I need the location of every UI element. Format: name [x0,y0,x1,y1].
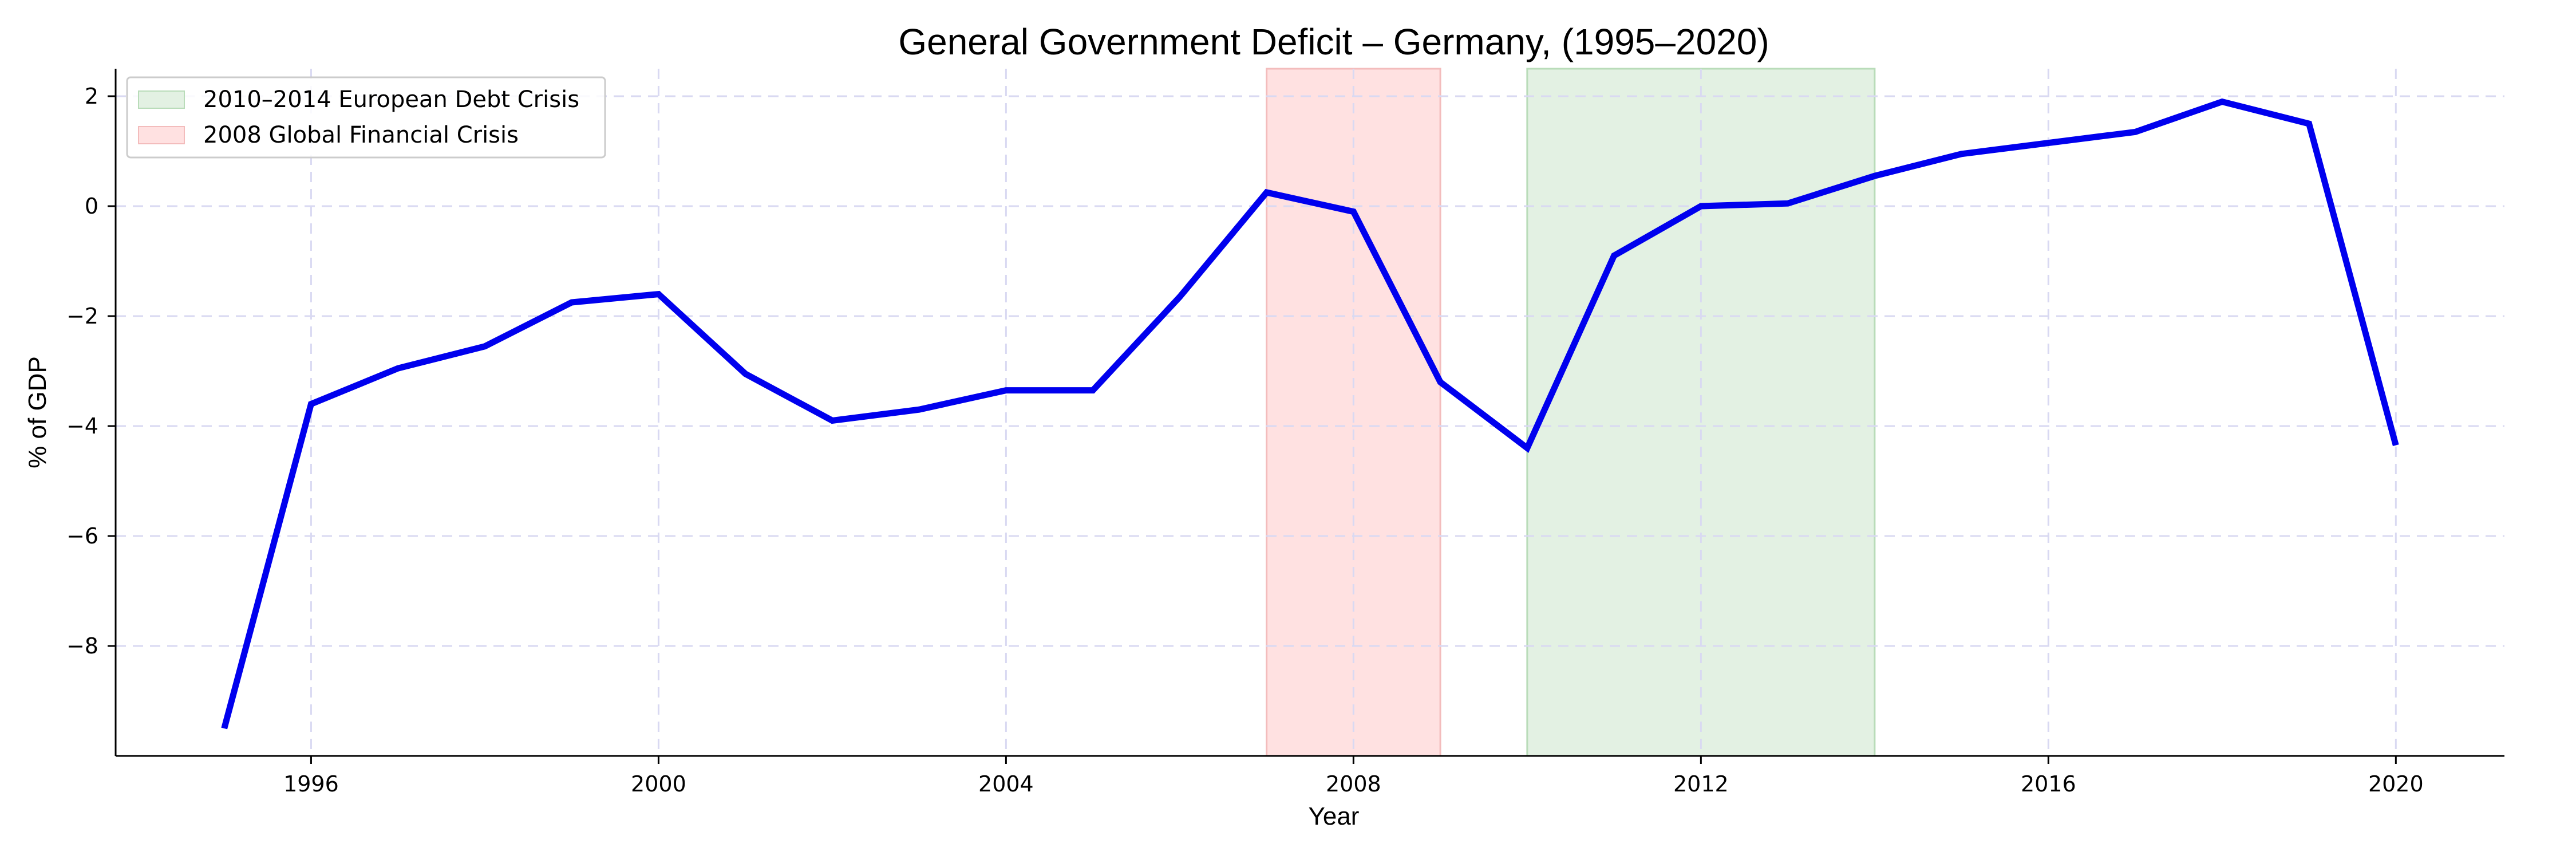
grid [116,69,2504,756]
x-tick-label: 2004 [978,771,1034,797]
y-tick-label: −4 [66,413,98,439]
x-tick-label: 2020 [2368,771,2424,797]
x-tick-label: 2016 [2021,771,2076,797]
x-tick-label: 2000 [631,771,686,797]
y-tick-label: 2 [85,84,98,109]
x-axis-label: Year [1309,802,1360,830]
y-tick-label: −2 [66,304,98,329]
legend-label-debt-crisis: 2010–2014 European Debt Crisis [203,86,579,113]
tick-labels: 1996 2000 2004 2008 2012 2016 2020 −8 −6 −4 −2 0 2 [66,84,2424,797]
x-tick-label: 2012 [1673,771,1729,797]
y-tick-label: −8 [66,633,98,659]
axes [114,69,2504,757]
series-lines [221,98,2399,730]
x-tick-label: 2008 [1326,771,1381,797]
x-tick-label: 1996 [283,771,339,797]
y-axis-label: % of GDP [23,356,52,468]
legend: 2010–2014 European Debt Crisis 2008 Glob… [126,76,606,159]
legend-frame [126,76,606,159]
chart-title: General Government Deficit – Germany, (1… [898,21,1769,62]
series-line-0 [221,98,2399,730]
legend-swatch-financial-crisis [138,126,185,144]
y-tick-label: −6 [66,523,98,549]
legend-swatch-debt-crisis [138,90,185,109]
legend-label-financial-crisis: 2008 Global Financial Crisis [203,122,519,148]
y-tick-label: 0 [85,194,98,219]
shaded-regions [1266,68,1876,757]
